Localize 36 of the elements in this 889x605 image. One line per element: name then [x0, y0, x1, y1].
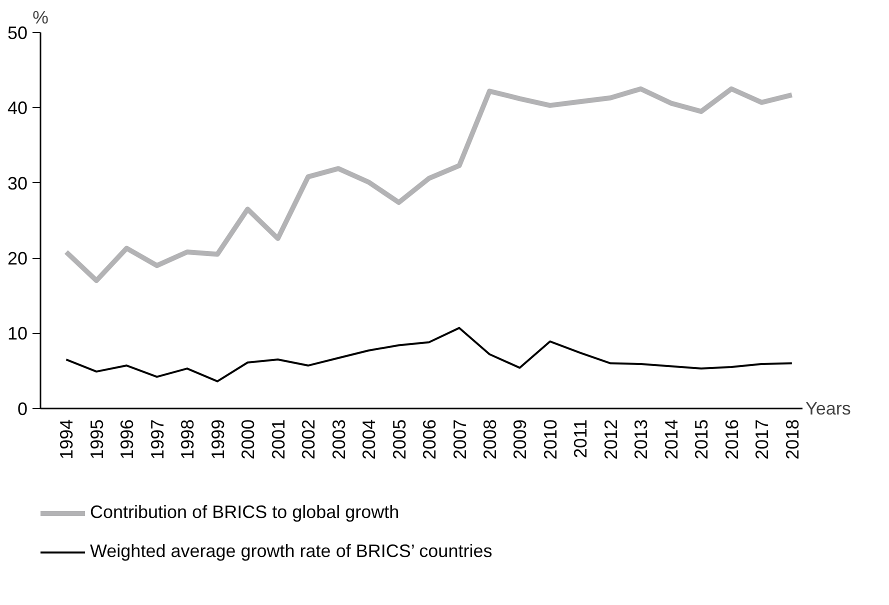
x-tick-label: 2000	[238, 419, 258, 460]
x-tick-label: 2015	[692, 419, 712, 460]
x-tick-label: 2006	[420, 419, 440, 460]
x-tick-label: 2017	[752, 419, 772, 460]
x-tick-label: 1996	[117, 419, 138, 460]
x-tick-label: 2008	[480, 419, 500, 460]
y-tick-label: 40	[7, 98, 28, 118]
x-tick-label: 2005	[389, 419, 410, 460]
y-tick-label: 20	[7, 248, 28, 269]
x-tick-label: 2013	[631, 419, 652, 460]
x-tick-label: 1995	[86, 419, 107, 460]
legend-label: Weighted average growth rate of BRICS’ countries	[90, 541, 492, 562]
line-series	[65, 326, 793, 382]
y-axis-title: %	[32, 8, 49, 28]
x-tick-label: 2011	[570, 419, 591, 458]
legend-label: Contribution of BRICS to global growth	[90, 502, 400, 523]
x-tick-label: 2016	[722, 419, 742, 460]
x-tick-label: 2003	[328, 419, 349, 460]
x-tick-label: 2010	[540, 419, 560, 460]
x-tick-label: 2007	[450, 419, 470, 460]
x-tick-label: 2012	[600, 419, 621, 460]
x-tick-label: 1999	[208, 419, 228, 460]
y-tick-label: 0	[17, 398, 28, 419]
x-tick-label: 2004	[359, 419, 380, 460]
x-tick-label: 2001	[268, 419, 288, 460]
x-tick-label: 1994	[56, 419, 77, 460]
x-tick-label: 1997	[147, 419, 168, 460]
y-tick-label: 50	[7, 23, 28, 43]
x-tick-label: 2002	[298, 419, 319, 460]
x-tick-label: 1998	[178, 419, 198, 460]
x-tick-label: 2014	[661, 419, 682, 460]
x-axis-title: Years	[805, 398, 851, 418]
y-tick-label: 10	[7, 324, 28, 344]
x-tick-label: 2009	[510, 419, 530, 460]
x-tick-label: 2018	[782, 419, 802, 460]
y-tick-label: 30	[7, 173, 28, 194]
